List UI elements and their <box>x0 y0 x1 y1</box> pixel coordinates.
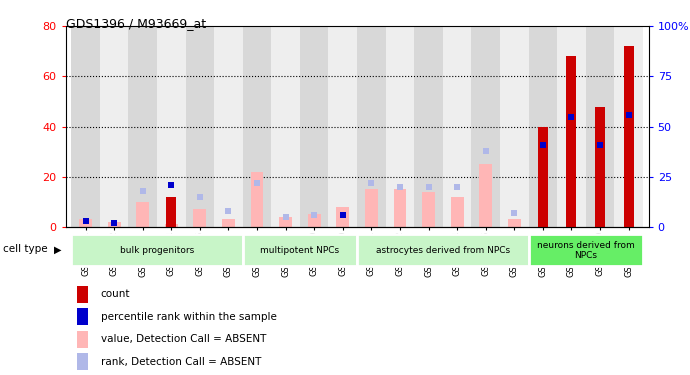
Bar <box>595 106 605 227</box>
Bar <box>137 202 149 227</box>
Bar <box>422 192 435 227</box>
Bar <box>414 26 443 227</box>
Bar <box>624 46 633 227</box>
Bar <box>77 286 88 303</box>
Text: count: count <box>101 290 130 299</box>
Bar <box>71 234 243 266</box>
Text: GDS1396 / M93669_at: GDS1396 / M93669_at <box>66 17 206 30</box>
Bar <box>77 308 88 325</box>
Bar <box>300 26 328 227</box>
Bar <box>500 26 529 227</box>
Bar <box>243 234 357 266</box>
Bar <box>214 26 243 227</box>
Text: astrocytes derived from NPCs: astrocytes derived from NPCs <box>376 246 510 255</box>
Bar <box>250 172 264 227</box>
Text: multipotent NPCs: multipotent NPCs <box>260 246 339 255</box>
Text: bulk progenitors: bulk progenitors <box>120 246 194 255</box>
Bar <box>529 234 643 266</box>
Bar <box>108 222 121 227</box>
Bar <box>586 26 614 227</box>
Bar <box>393 189 406 227</box>
Bar <box>100 26 128 227</box>
Bar <box>357 26 386 227</box>
Bar <box>79 219 92 227</box>
Bar <box>166 197 177 227</box>
Bar <box>128 26 157 227</box>
Bar <box>308 214 321 227</box>
Bar <box>243 26 271 227</box>
Bar <box>471 26 500 227</box>
Bar <box>566 56 576 227</box>
Text: rank, Detection Call = ABSENT: rank, Detection Call = ABSENT <box>101 357 261 367</box>
Text: cell type: cell type <box>3 244 48 254</box>
Bar <box>193 209 206 227</box>
Bar <box>480 164 492 227</box>
Bar <box>165 224 178 227</box>
Bar <box>71 26 100 227</box>
Bar <box>357 234 529 266</box>
Bar <box>557 26 586 227</box>
Bar <box>336 207 349 227</box>
Bar <box>186 26 214 227</box>
Bar <box>77 353 88 370</box>
Bar <box>508 219 521 227</box>
Text: ▶: ▶ <box>54 244 61 254</box>
Bar <box>157 26 186 227</box>
Bar <box>271 26 300 227</box>
Bar <box>222 219 235 227</box>
Bar <box>614 26 643 227</box>
Bar <box>365 189 378 227</box>
Bar <box>328 26 357 227</box>
Bar <box>451 197 464 227</box>
Text: percentile rank within the sample: percentile rank within the sample <box>101 312 277 322</box>
Bar <box>386 26 414 227</box>
Text: value, Detection Call = ABSENT: value, Detection Call = ABSENT <box>101 334 266 344</box>
Bar <box>538 127 548 227</box>
Bar <box>443 26 471 227</box>
Bar <box>279 217 292 227</box>
Bar <box>529 26 557 227</box>
Bar <box>77 331 88 348</box>
Text: neurons derived from
NPCs: neurons derived from NPCs <box>537 241 635 260</box>
